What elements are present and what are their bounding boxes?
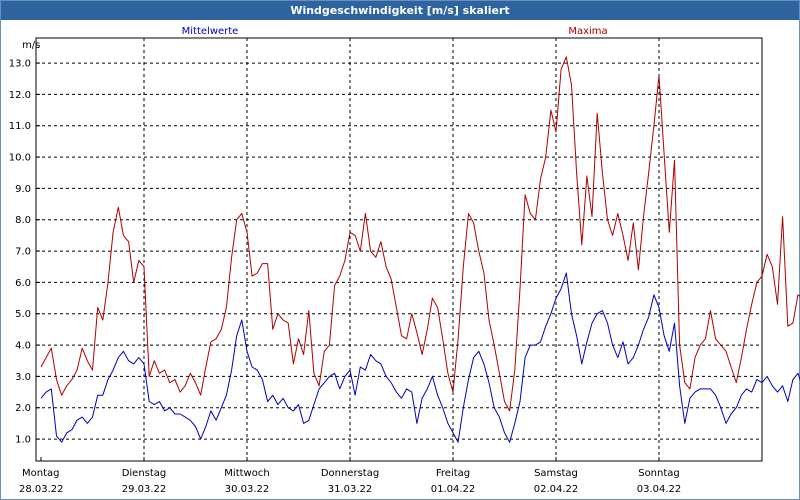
x-tick-date: 30.03.22 — [225, 484, 270, 495]
y-tick-label: 13.0 — [9, 59, 31, 70]
x-tick-day: Mittwoch — [224, 468, 269, 479]
y-tick-label: 1.0 — [15, 435, 31, 446]
y-tick-label: 9.0 — [15, 184, 31, 195]
legend-maxima: Maxima — [568, 26, 607, 37]
series-line-maxima — [40, 56, 800, 412]
x-tick-date: 31.03.22 — [328, 484, 373, 495]
x-tick-date: 29.03.22 — [122, 484, 167, 495]
x-axis-ticks: Montag 28.03.22 Dienstag 29.03.22 Mittwoch 30… — [19, 457, 681, 495]
series-lines — [40, 56, 800, 443]
y-tick-label: 12.0 — [9, 90, 31, 101]
x-tick-date: 03.04.22 — [637, 484, 682, 495]
y-tick-label: 8.0 — [15, 215, 31, 226]
legend-mittelwerte: Mittelwerte — [182, 26, 239, 37]
x-tick-day: Montag — [22, 468, 59, 479]
x-tick-date: 01.04.22 — [431, 484, 476, 495]
x-tick-day: Sonntag — [638, 468, 680, 479]
y-axis-ticks: 1.0 2.0 3.0 4.0 5.0 6.0 7.0 8.0 9.0 10.0 11.0 12.0 1… — [9, 59, 40, 446]
y-tick-label: 5.0 — [15, 309, 31, 320]
x-tick-day: Samstag — [534, 468, 578, 479]
y-tick-label: 2.0 — [15, 403, 31, 414]
y-axis-label: m/s — [22, 40, 40, 51]
x-tick-day: Donnerstag — [321, 468, 379, 479]
series-line-mittelwerte — [40, 272, 800, 443]
y-tick-label: 6.0 — [15, 278, 31, 289]
y-tick-label: 11.0 — [9, 121, 31, 132]
chart-title: Windgeschwindigkeit [m/s] skaliert — [1, 1, 799, 20]
y-tick-label: 3.0 — [15, 372, 31, 383]
x-tick-day: Freitag — [436, 468, 470, 479]
y-tick-label: 7.0 — [15, 247, 31, 258]
grid — [36, 38, 762, 461]
x-tick-date: 28.03.22 — [19, 484, 64, 495]
x-tick-date: 02.04.22 — [534, 484, 579, 495]
plot-area — [35, 37, 763, 462]
x-tick-day: Dienstag — [122, 468, 167, 479]
y-tick-label: 4.0 — [15, 341, 31, 352]
y-tick-label: 10.0 — [9, 153, 31, 164]
